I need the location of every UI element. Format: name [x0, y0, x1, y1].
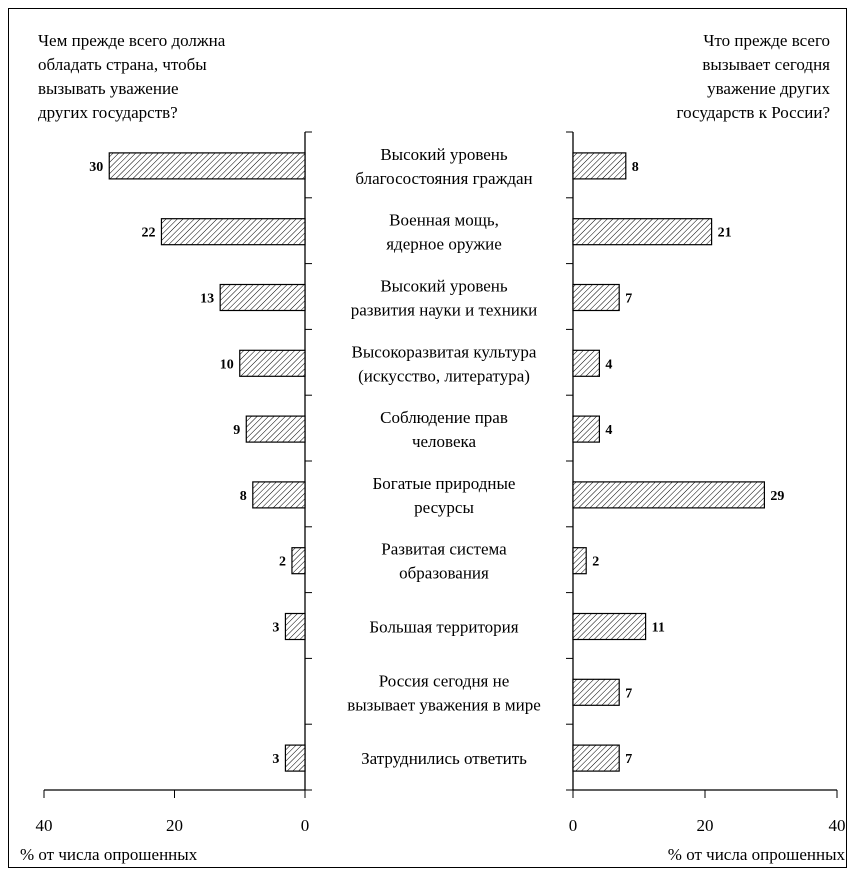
left-title-line: вызывать уважение [38, 79, 179, 98]
right-bar [572, 481, 765, 509]
left-bar [284, 744, 306, 772]
left-title-line: других государств? [38, 103, 178, 122]
left-bar [245, 415, 306, 443]
right-bar [572, 283, 620, 312]
category-label: Соблюдение прав [380, 408, 508, 427]
right-bar-value-label: 4 [605, 357, 612, 372]
category-label: Богатые природные [373, 474, 516, 493]
left-bar [252, 481, 306, 509]
right-bar-value-label: 29 [770, 489, 784, 504]
right-x-axis-label: % от числа опрошенных [668, 845, 846, 864]
right-bar-value-label: 7 [625, 686, 632, 701]
right-bar-value-label: 2 [592, 555, 599, 570]
category-label: благосостояния граждан [355, 169, 532, 188]
category-label: Большая территория [369, 618, 518, 637]
left-bar-value-label: 3 [272, 621, 279, 636]
category-label: Россия сегодня не [379, 671, 510, 690]
category-label: Затруднились ответить [361, 749, 527, 768]
category-label: Военная мощь, [389, 211, 499, 230]
left-bar-value-label: 8 [240, 489, 247, 504]
right-series-title: Что прежде всего вызывает сегодня уважение… [677, 31, 831, 122]
left-bar-value-label: 9 [233, 423, 240, 438]
category-label: образования [399, 564, 489, 583]
right-x-tick-label: 40 [829, 816, 846, 835]
left-x-tick-label: 40 [36, 816, 53, 835]
right-bar [572, 349, 600, 377]
right-bar [572, 152, 627, 180]
right-bar-value-label: 21 [718, 226, 732, 241]
axes: 0 0 20 20 40 40 % от числа опрошенных % от числ… [20, 131, 846, 864]
category-labels: Высокий уровень благосостояния граждан Вое… [347, 145, 541, 768]
right-bar [572, 612, 647, 641]
category-label: Развитая система [381, 540, 507, 559]
right-bar [572, 678, 620, 706]
right-bar-value-label: 7 [625, 752, 632, 767]
left-title-line: Чем прежде всего должна [38, 31, 226, 50]
right-bar-value-label: 11 [652, 621, 665, 636]
left-bar-value-label: 30 [89, 160, 103, 175]
left-x-tick-label: 0 [301, 816, 310, 835]
category-label: (искусство, литература) [358, 366, 530, 385]
left-series-title: Чем прежде всего должна обладать страна, … [38, 31, 226, 122]
category-label: вызывает уважения в мире [347, 695, 541, 714]
category-label: развития науки и техники [351, 301, 538, 320]
chart-frame [8, 8, 847, 868]
right-title-line: уважение других [707, 79, 830, 98]
right-bar [572, 744, 620, 772]
right-title-line: государств к России? [677, 103, 830, 122]
right-bar-value-label: 4 [605, 423, 612, 438]
right-bar-value-label: 7 [625, 292, 632, 307]
right-bar-value-label: 8 [632, 160, 639, 175]
category-label: Высокий уровень [380, 277, 508, 296]
left-bar-value-label: 13 [200, 292, 214, 307]
left-bar-value-label: 10 [220, 357, 234, 372]
right-x-tick-label: 0 [569, 816, 578, 835]
category-label: Высокий уровень [380, 145, 508, 164]
left-bar-value-label: 3 [272, 752, 279, 767]
right-bar [572, 415, 600, 443]
category-label: ресурсы [414, 498, 474, 517]
left-bar [219, 283, 306, 312]
left-x-tick-label: 20 [166, 816, 183, 835]
left-bar [291, 547, 306, 575]
left-bar-value-label: 2 [279, 555, 286, 570]
right-title-line: Что прежде всего [703, 31, 830, 50]
left-bar [239, 349, 306, 377]
right-bar [572, 218, 713, 246]
right-x-tick-label: 20 [697, 816, 714, 835]
left-bar [108, 152, 306, 180]
category-label: Высокоразвитая культура [352, 342, 537, 361]
right-title-line: вызывает сегодня [702, 55, 830, 74]
right-bar [572, 547, 587, 575]
left-bar-value-label: 22 [141, 226, 155, 241]
category-label: ядерное оружие [386, 235, 502, 254]
category-label: человека [412, 432, 477, 451]
left-x-axis-label: % от числа опрошенных [20, 845, 198, 864]
left-bar [160, 218, 306, 246]
left-bar [284, 612, 306, 641]
left-title-line: обладать страна, чтобы [38, 55, 207, 74]
